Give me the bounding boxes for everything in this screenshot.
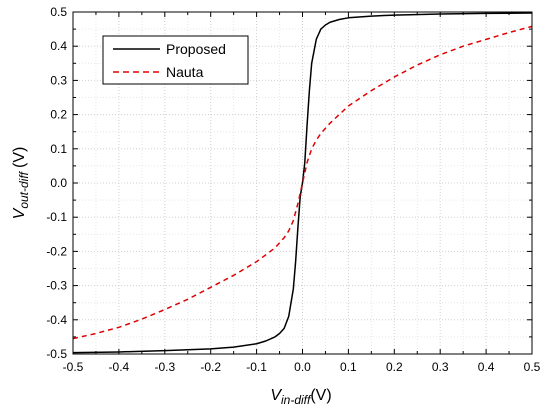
y-tick-label: -0.3 <box>46 279 67 293</box>
x-tick-label: -0.1 <box>246 360 267 374</box>
plot-lines <box>72 12 533 354</box>
y-tick-label: 0.4 <box>50 39 67 53</box>
y-tick-label: 0.5 <box>50 5 67 19</box>
y-axis-title: Vout-diff (V) <box>11 147 31 220</box>
x-tick-label: 0.4 <box>478 360 495 374</box>
y-tick-label: 0.0 <box>50 176 67 190</box>
series-line-proposed <box>72 12 533 354</box>
tick-labels: -0.5 -0.4 -0.3 -0.2 -0.1 0.0 0.1 0.2 0.3 0.4 0.5 -0… <box>46 5 540 374</box>
x-tick-label: -0.2 <box>200 360 221 374</box>
x-tick-label: 0.2 <box>386 360 403 374</box>
y-tick-label: 0.3 <box>50 73 67 87</box>
legend-label-proposed: Proposed <box>166 41 226 57</box>
x-axis-title-sub: in-diff <box>281 393 312 407</box>
y-tick-label: 0.1 <box>50 142 67 156</box>
y-axis-title-sub: out-diff <box>17 170 31 208</box>
y-tick-label: 0.2 <box>50 108 67 122</box>
legend-label-nauta: Nauta <box>166 64 204 80</box>
x-tick-label: -0.4 <box>109 360 130 374</box>
x-tick-label: -0.5 <box>63 360 84 374</box>
y-axis-title-main: V <box>11 207 28 219</box>
x-tick-label: 0.0 <box>294 360 311 374</box>
y-axis-title-unit: (V) <box>11 147 28 168</box>
x-axis-title-unit: (V) <box>310 387 331 404</box>
x-axis-title-main: V <box>270 387 282 404</box>
x-tick-label: -0.3 <box>154 360 175 374</box>
y-tick-label: -0.4 <box>46 313 67 327</box>
y-tick-label: -0.2 <box>46 244 67 258</box>
series-line-nauta <box>72 25 533 340</box>
legend: Proposed Nauta <box>102 35 249 85</box>
x-tick-label: 0.3 <box>432 360 449 374</box>
ticks <box>72 11 533 355</box>
legend-box <box>102 35 249 85</box>
y-tick-label: -0.1 <box>46 210 67 224</box>
y-tick-label: -0.5 <box>46 347 67 361</box>
x-tick-label: 0.5 <box>524 360 541 374</box>
x-axis-title: Vin-diff(V) <box>270 387 331 407</box>
x-tick-label: 0.1 <box>340 360 357 374</box>
